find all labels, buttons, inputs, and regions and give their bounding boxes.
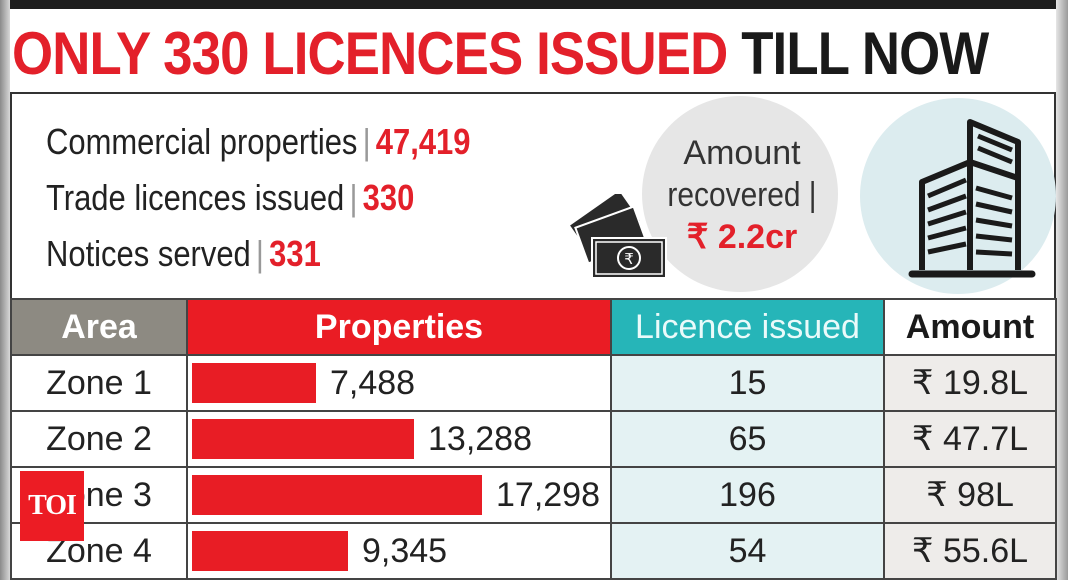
stat-label: Notices served [46,233,251,274]
cell-area: Zone 1 [10,354,188,412]
toi-watermark-logo: TOI [20,471,84,541]
svg-text:₹: ₹ [624,250,634,268]
headline: ONLY 330 LICENCES ISSUED TILL NOW [12,20,989,88]
cell-properties: 7,488 [186,354,612,412]
stat-label: Commercial properties [46,121,358,162]
cell-licences: 54 [610,522,885,580]
right-edge-shadow [1056,0,1068,580]
stat-separator: | [362,121,371,162]
headline-dark: TILL NOW [741,20,989,87]
stat-value: 331 [269,233,321,274]
cell-properties: 17,298 [186,466,612,524]
cell-licences: 15 [610,354,885,412]
stat-commercial-properties: Commercial properties | 47,419 [46,116,470,172]
headline-red: ONLY 330 LICENCES ISSUED [12,20,728,87]
stat-value: 47,419 [375,121,471,162]
table-header-row: Area Properties Licence issued Amount [10,298,1057,356]
stat-notices-served: Notices served | 331 [46,228,470,284]
table-row: Zone 2 13,288 65 ₹ 47.7L [10,410,1057,468]
properties-value: 7,488 [330,363,416,402]
cell-properties: 13,288 [186,410,612,468]
properties-value: 17,298 [496,475,600,514]
amount-line1: Amount [683,134,801,172]
left-edge-shadow [0,0,10,580]
cell-amount: ₹ 47.7L [883,410,1057,468]
building-circle [860,98,1056,294]
cell-amount: ₹ 55.6L [883,522,1057,580]
table-row: Zone 1 7,488 15 ₹ 19.8L [10,354,1057,412]
amount-line2: recovered | [667,176,817,214]
properties-bar [192,531,348,571]
table-row: Zone 3 17,298 196 ₹ 98L [10,466,1057,524]
properties-bar [192,363,316,403]
rupee-notes-icon: ₹ [567,194,667,279]
amount-value: ₹ 2.2cr [686,218,798,256]
header-amount: Amount [883,298,1057,356]
cell-licences: 65 [610,410,885,468]
header-properties: Properties [186,298,612,356]
header-area: Area [10,298,188,356]
properties-bar [192,419,414,459]
header-licence-issued: Licence issued [610,298,885,356]
top-bar [10,0,1056,9]
stat-trade-licences: Trade licences issued | 330 [46,172,470,228]
cell-licences: 196 [610,466,885,524]
stat-separator: | [349,177,358,218]
table-row: Zone 4 9,345 54 ₹ 55.6L [10,522,1057,580]
stats-list: Commercial properties | 47,419 Trade licen… [46,116,540,284]
properties-bar [192,475,482,515]
zone-table: Area Properties Licence issued Amount Zo… [10,298,1057,580]
cell-amount: ₹ 19.8L [883,354,1057,412]
properties-value: 13,288 [428,419,532,458]
stat-separator: | [255,233,264,274]
stat-value: 330 [362,177,415,218]
amount-recovered: Amount recovered | ₹ 2.2cr [646,132,838,258]
cell-amount: ₹ 98L [883,466,1057,524]
amount-circle [642,96,838,292]
properties-value: 9,345 [362,531,448,570]
cell-properties: 9,345 [186,522,612,580]
building-icon [908,119,1036,278]
stat-label: Trade licences issued [46,177,345,218]
cell-area: Zone 2 [10,410,188,468]
